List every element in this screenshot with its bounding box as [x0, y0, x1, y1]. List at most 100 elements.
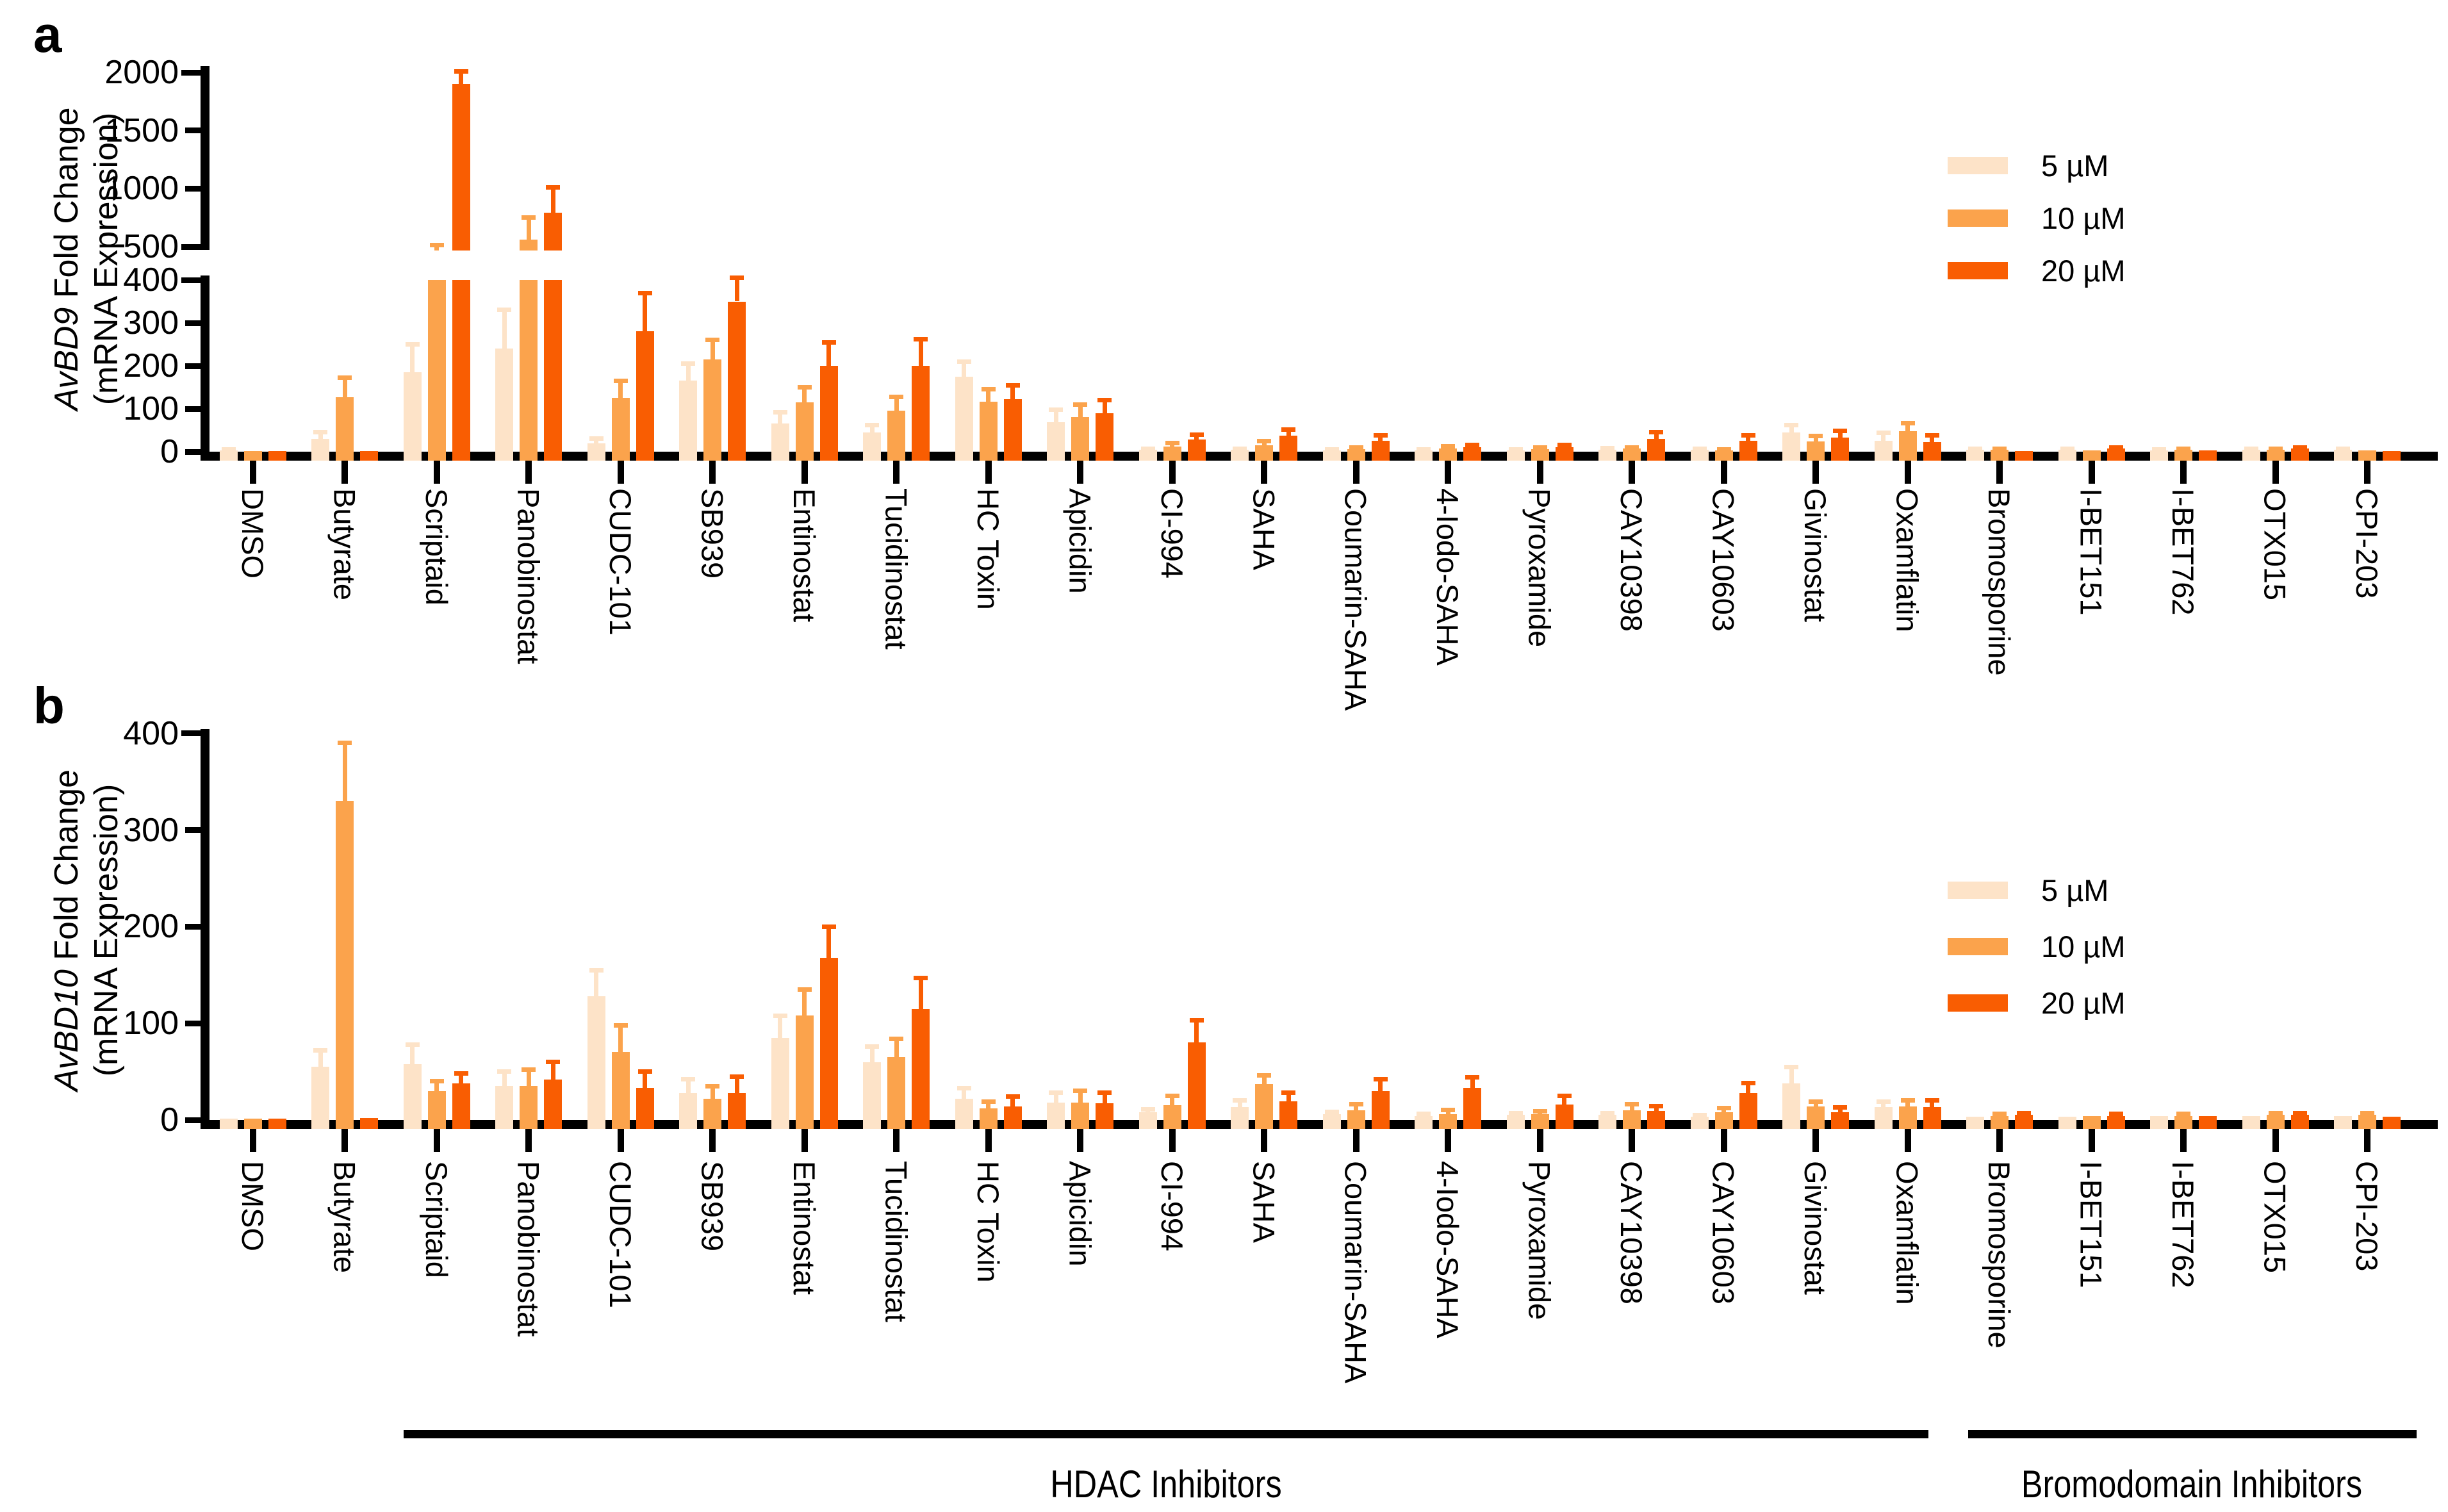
x-tick-Butyrate: [341, 461, 349, 484]
x-tick-Oxamflatin: [1904, 1129, 1911, 1152]
error-bar-cap: [981, 386, 996, 391]
error-bar-cap: [1417, 1112, 1431, 1117]
error-bar: [550, 187, 555, 213]
bar-Coumarin-SAHA-5 µM: [1322, 1113, 1341, 1129]
error-bar-cap: [889, 394, 904, 399]
bar-Oxamflatin-5 µM: [1874, 1107, 1893, 1129]
bar-4-Iodo-SAHA-10 µM: [1439, 448, 1458, 461]
error-bar: [1286, 1092, 1291, 1102]
x-tick-Bromosporine: [1996, 461, 2003, 484]
error-bar: [710, 1086, 715, 1099]
bar-CI-994-10 µM: [1163, 1105, 1181, 1129]
error-bar-cap: [773, 409, 787, 415]
bar-OTX015-20 µM: [2290, 448, 2309, 461]
x-tick-CUDC-101: [617, 461, 624, 484]
error-bar-cap: [914, 336, 928, 341]
bar-SAHA-10 µM: [1255, 1084, 1274, 1129]
x-label-SAHA: SAHA: [1247, 488, 1281, 570]
y-tick-300: [185, 827, 201, 834]
error-bar-cap: [914, 975, 928, 980]
bar-Panobinostat-10 µM-upper: [520, 240, 538, 251]
bar-Scriptaid-20 µM: [452, 1083, 470, 1129]
x-tick-DMSO: [250, 461, 256, 484]
bar-Entinostat-20 µM: [819, 957, 838, 1129]
error-bar-cap: [730, 1074, 744, 1079]
error-bar-cap: [1324, 447, 1339, 452]
error-bar-cap: [2292, 1110, 2307, 1115]
error-bar-cap: [797, 385, 812, 390]
x-label-Apicidin: Apicidin: [1063, 488, 1097, 594]
error-bar-cap: [1649, 1104, 1664, 1109]
x-tick-Oxamflatin: [1904, 461, 1911, 484]
y-tick-500: [181, 243, 201, 250]
x-label-Bromosporine: Bromosporine: [1982, 488, 2017, 676]
bar-SAHA-5 µM: [1231, 450, 1249, 461]
y-tick-label-200: 200: [123, 908, 179, 946]
error-bar-cap: [1165, 441, 1179, 446]
bar-4-Iodo-SAHA-20 µM: [1463, 1088, 1482, 1129]
error-bar-cap: [1257, 1073, 1272, 1078]
bar-I-BET151-10 µM: [2082, 450, 2101, 461]
error-bar: [1102, 400, 1107, 413]
bar-I-BET762-10 µM: [2174, 449, 2193, 461]
bar-Butyrate-20 µM: [360, 1117, 379, 1129]
x-label-I-BET151: I-BET151: [2074, 1161, 2108, 1288]
error-bar-cap: [2060, 447, 2074, 452]
error-bar-cap: [2335, 446, 2350, 451]
error-bar: [710, 340, 715, 359]
error-bar: [734, 1076, 739, 1093]
bar-SB939-10 µM: [703, 359, 722, 461]
bar-Bromosporine-20 µM: [2015, 1115, 2033, 1129]
y-tick-200: [185, 923, 201, 930]
error-bar-cap: [1281, 427, 1296, 432]
error-bar: [318, 1050, 323, 1067]
bar-Apicidin-10 µM: [1071, 417, 1090, 461]
x-tick-HC Toxin: [985, 1129, 992, 1152]
error-bar-cap: [1417, 447, 1431, 452]
error-bar: [686, 363, 691, 381]
error-bar-cap: [1049, 1090, 1064, 1096]
bar-DMSO-5 µM: [220, 1119, 238, 1129]
error-bar: [1746, 435, 1751, 441]
bar-Pyroxamide-10 µM: [1531, 1113, 1549, 1129]
hdac-caption: HDAC Inhibitors: [1050, 1463, 1282, 1506]
error-bar: [526, 217, 531, 240]
error-bar-cap: [405, 1042, 420, 1047]
x-label-OTX015: OTX015: [2258, 1161, 2292, 1274]
bar-Butyrate-20 µM: [360, 450, 379, 461]
x-label-SB939: SB939: [695, 488, 730, 579]
error-bar: [1629, 1104, 1634, 1110]
error-bar: [410, 1044, 415, 1064]
bar-CAY10398-20 µM: [1647, 438, 1666, 461]
error-bar-cap: [1073, 1089, 1088, 1094]
error-bar-cap: [1557, 1093, 1572, 1098]
error-bar: [1354, 1104, 1359, 1110]
x-tick-DMSO: [250, 1129, 256, 1152]
x-tick-SAHA: [1261, 1129, 1268, 1152]
bar-4-Iodo-SAHA-5 µM: [1415, 1115, 1433, 1129]
error-bar-cap: [2017, 1110, 2032, 1115]
x-label-Panobinostat: Panobinostat: [511, 1161, 546, 1337]
error-bar-cap: [1140, 1106, 1155, 1112]
x-tick-CAY10398: [1629, 1129, 1636, 1152]
error-bar-cap: [546, 1060, 561, 1065]
x-label-Butyrate: Butyrate: [327, 1161, 362, 1274]
x-label-I-BET762: I-BET762: [2166, 1161, 2201, 1288]
x-label-CI-994: CI-994: [1154, 488, 1189, 579]
error-bar-cap: [613, 1023, 628, 1028]
error-bar: [410, 344, 415, 373]
error-bar-cap: [1900, 421, 1915, 426]
bar-Butyrate-10 µM: [336, 801, 354, 1129]
bar-SAHA-20 µM: [1279, 1101, 1298, 1129]
error-bar: [802, 989, 807, 1016]
error-bar-cap: [1716, 1106, 1731, 1111]
error-bar-cap: [865, 422, 880, 427]
x-label-CPI-203: CPI-203: [2349, 1161, 2384, 1272]
error-bar-cap: [1876, 431, 1891, 436]
y-axis-line: [201, 275, 209, 461]
bar-DMSO-20 µM: [268, 451, 286, 461]
y-tick-100: [185, 1020, 201, 1026]
bar-4-Iodo-SAHA-20 µM: [1463, 447, 1482, 461]
x-label-4-Iodo-SAHA: 4-Iodo-SAHA: [1431, 1161, 1465, 1338]
error-bar: [1881, 432, 1886, 441]
